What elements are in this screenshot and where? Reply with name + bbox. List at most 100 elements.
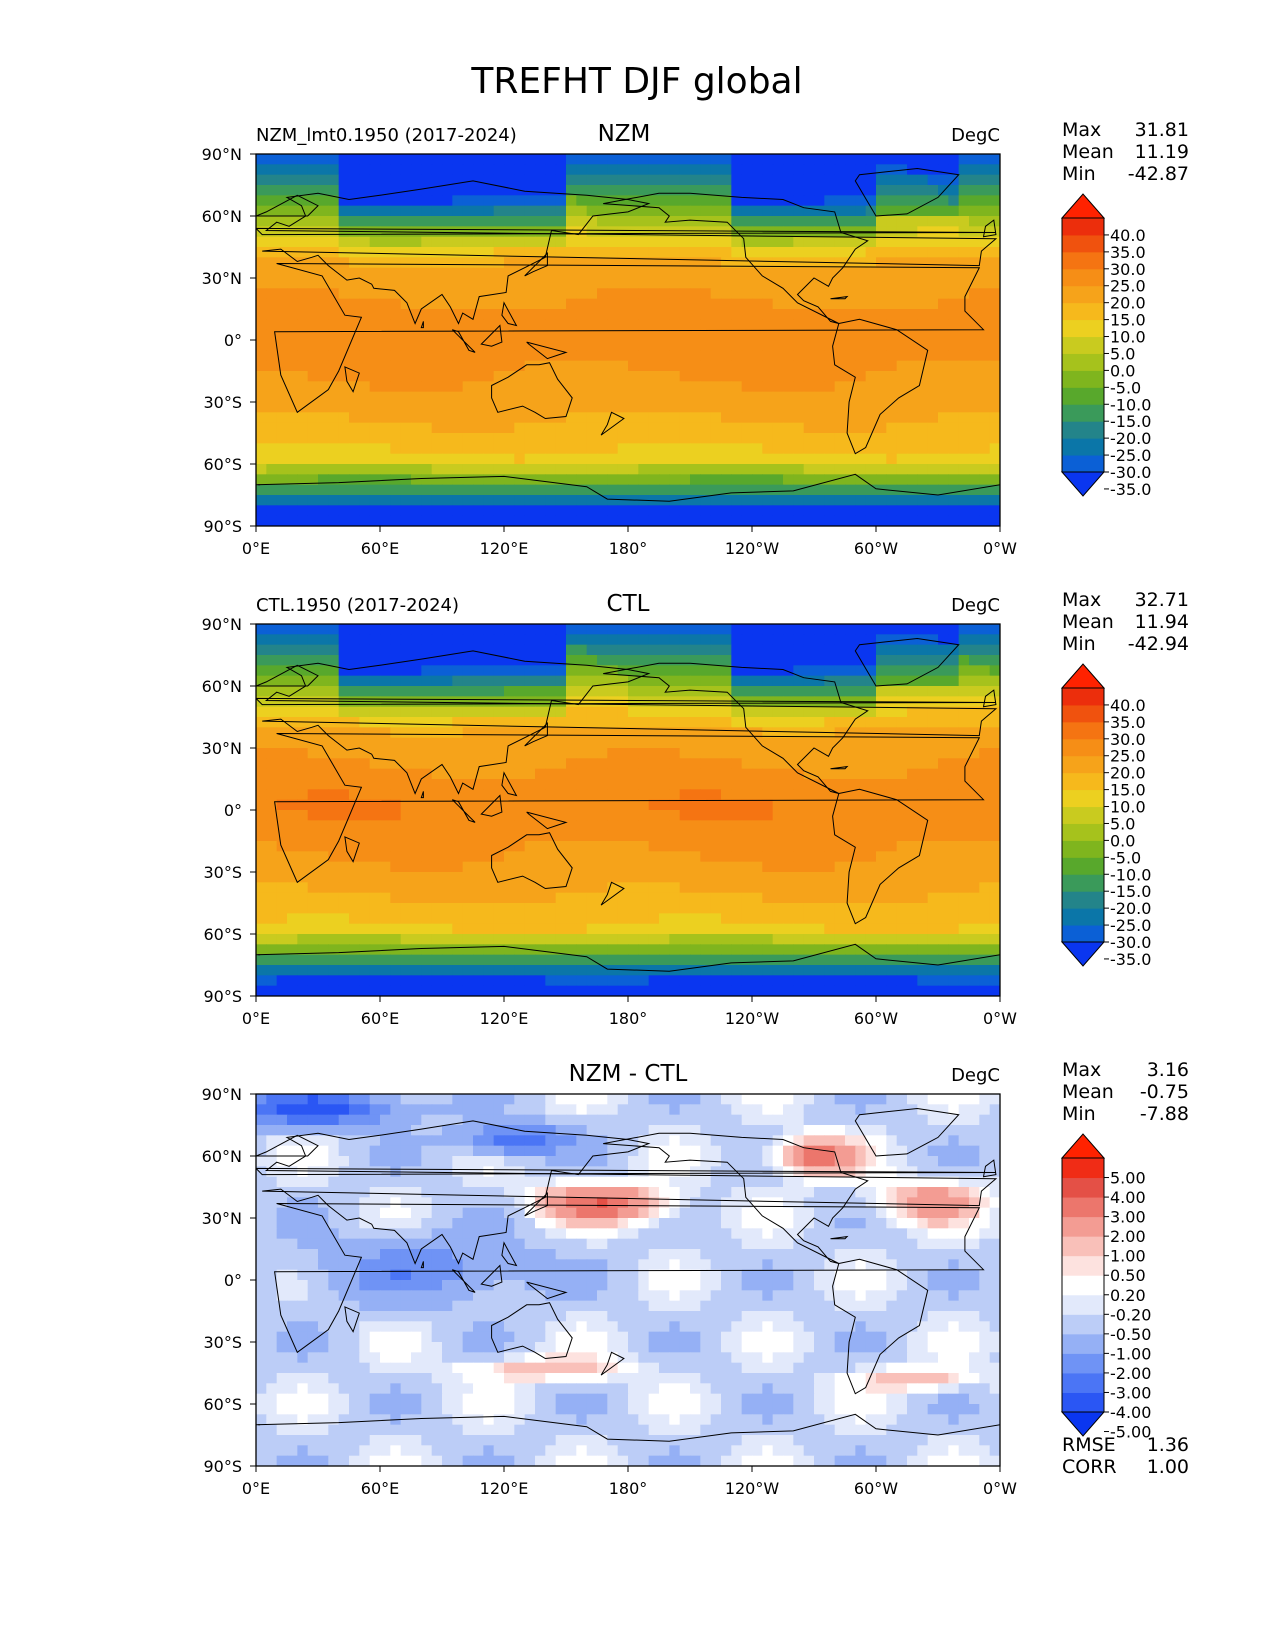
field-cell <box>297 185 309 196</box>
field-cell <box>369 944 381 956</box>
field-cell <box>638 934 650 945</box>
field-cell <box>597 329 608 341</box>
field-cell <box>927 841 939 852</box>
field-cell <box>886 267 898 279</box>
field-cell <box>597 696 608 708</box>
field-cell <box>400 758 412 770</box>
field-cell <box>421 154 433 165</box>
field-cell <box>442 329 453 341</box>
field-cell <box>576 913 588 925</box>
field-cell <box>514 624 526 635</box>
field-cell <box>814 247 825 258</box>
field-cell <box>256 851 267 863</box>
field-cell <box>741 412 753 424</box>
field-cell <box>834 789 846 801</box>
field-cell <box>638 391 650 403</box>
field-cell <box>876 195 887 207</box>
field-cell <box>886 903 898 914</box>
field-cell <box>597 727 608 739</box>
field-cell <box>762 278 774 289</box>
field-cell <box>824 267 836 279</box>
field-cell <box>369 505 381 517</box>
field-cell <box>287 453 298 465</box>
field-cell <box>793 205 805 217</box>
field-cell <box>266 655 278 666</box>
field-cell <box>731 892 743 904</box>
field-cell <box>524 319 536 331</box>
field-cell <box>783 675 794 687</box>
field-cell <box>803 495 815 506</box>
field-cell <box>524 717 536 728</box>
field-cell <box>421 474 433 486</box>
field-cell <box>659 944 670 956</box>
field-cell <box>690 402 701 413</box>
field-cell <box>741 226 753 238</box>
field-cell <box>834 391 846 403</box>
field-cell <box>483 360 495 372</box>
field-cell <box>256 748 267 759</box>
field-cell <box>824 944 836 956</box>
field-cell <box>256 872 267 883</box>
field-cell <box>793 484 805 496</box>
field-cell <box>483 205 495 217</box>
field-cell <box>876 913 887 925</box>
field-cell <box>896 453 908 465</box>
field-cell <box>390 799 402 811</box>
field-cell <box>896 185 908 196</box>
field-cell <box>597 505 608 517</box>
field-cell <box>710 350 722 362</box>
field-cell <box>307 748 319 759</box>
field-cell <box>938 903 949 914</box>
field-cell <box>700 443 712 455</box>
field-cell <box>958 164 970 176</box>
field-cell <box>266 267 278 279</box>
field-cell <box>617 267 629 279</box>
field-cell <box>989 820 1000 832</box>
field-cell <box>328 329 340 341</box>
field-cell <box>669 174 681 186</box>
field-cell <box>287 350 298 362</box>
field-cell <box>359 484 371 496</box>
field-cell <box>400 340 412 351</box>
field-cell <box>690 412 701 424</box>
field-cell <box>607 195 619 207</box>
field-cell <box>473 934 484 945</box>
field-cell <box>307 872 319 883</box>
field-cell <box>886 799 898 811</box>
field-cell <box>741 402 753 413</box>
field-cell <box>628 505 639 517</box>
field-cell <box>307 758 319 770</box>
field-cell <box>576 903 588 914</box>
coastline <box>830 295 849 300</box>
field-cell <box>659 484 670 496</box>
field-cell <box>431 195 443 207</box>
field-cell <box>586 779 598 790</box>
field-cell <box>473 737 484 749</box>
field-cell <box>514 402 526 413</box>
field-cell <box>803 820 815 832</box>
field-cell <box>307 903 319 914</box>
field-cell <box>824 453 836 465</box>
field-cell <box>514 412 526 424</box>
field-cell <box>276 453 288 465</box>
field-cell <box>927 624 939 635</box>
field-cell <box>566 309 577 320</box>
field-cell <box>927 748 939 759</box>
field-cell <box>380 360 391 372</box>
field-cell <box>493 226 505 238</box>
field-cell <box>555 402 567 413</box>
field-cell <box>359 872 371 883</box>
field-cell <box>772 360 784 372</box>
field-cell <box>907 758 918 770</box>
field-cell <box>638 830 650 842</box>
field-cell <box>287 381 298 393</box>
field-cell <box>328 789 340 801</box>
field-cell <box>834 913 846 925</box>
field-cell <box>442 923 453 935</box>
field-cell <box>648 665 660 677</box>
field-cell <box>793 789 805 801</box>
field-cell <box>349 185 360 196</box>
field-cell <box>380 913 391 925</box>
field-cell <box>824 174 836 186</box>
field-cell <box>318 195 329 207</box>
